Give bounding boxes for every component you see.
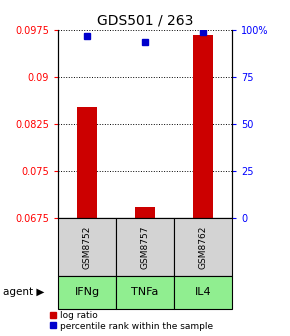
Bar bbox=[116, 218, 174, 276]
Text: IFNg: IFNg bbox=[75, 287, 99, 297]
Bar bbox=[77, 108, 97, 218]
Bar bbox=[174, 276, 232, 309]
Legend: log ratio, percentile rank within the sample: log ratio, percentile rank within the sa… bbox=[48, 310, 214, 332]
Text: agent ▶: agent ▶ bbox=[3, 287, 44, 297]
Bar bbox=[116, 276, 174, 309]
Bar bbox=[135, 207, 155, 218]
Text: GSM8762: GSM8762 bbox=[198, 225, 208, 269]
Bar bbox=[58, 276, 116, 309]
Bar bbox=[174, 218, 232, 276]
Bar bbox=[193, 35, 213, 218]
Text: IL4: IL4 bbox=[195, 287, 211, 297]
Title: GDS501 / 263: GDS501 / 263 bbox=[97, 14, 193, 28]
Text: TNFa: TNFa bbox=[131, 287, 159, 297]
Text: GSM8752: GSM8752 bbox=[82, 225, 92, 269]
Bar bbox=[58, 218, 116, 276]
Text: GSM8757: GSM8757 bbox=[140, 225, 150, 269]
